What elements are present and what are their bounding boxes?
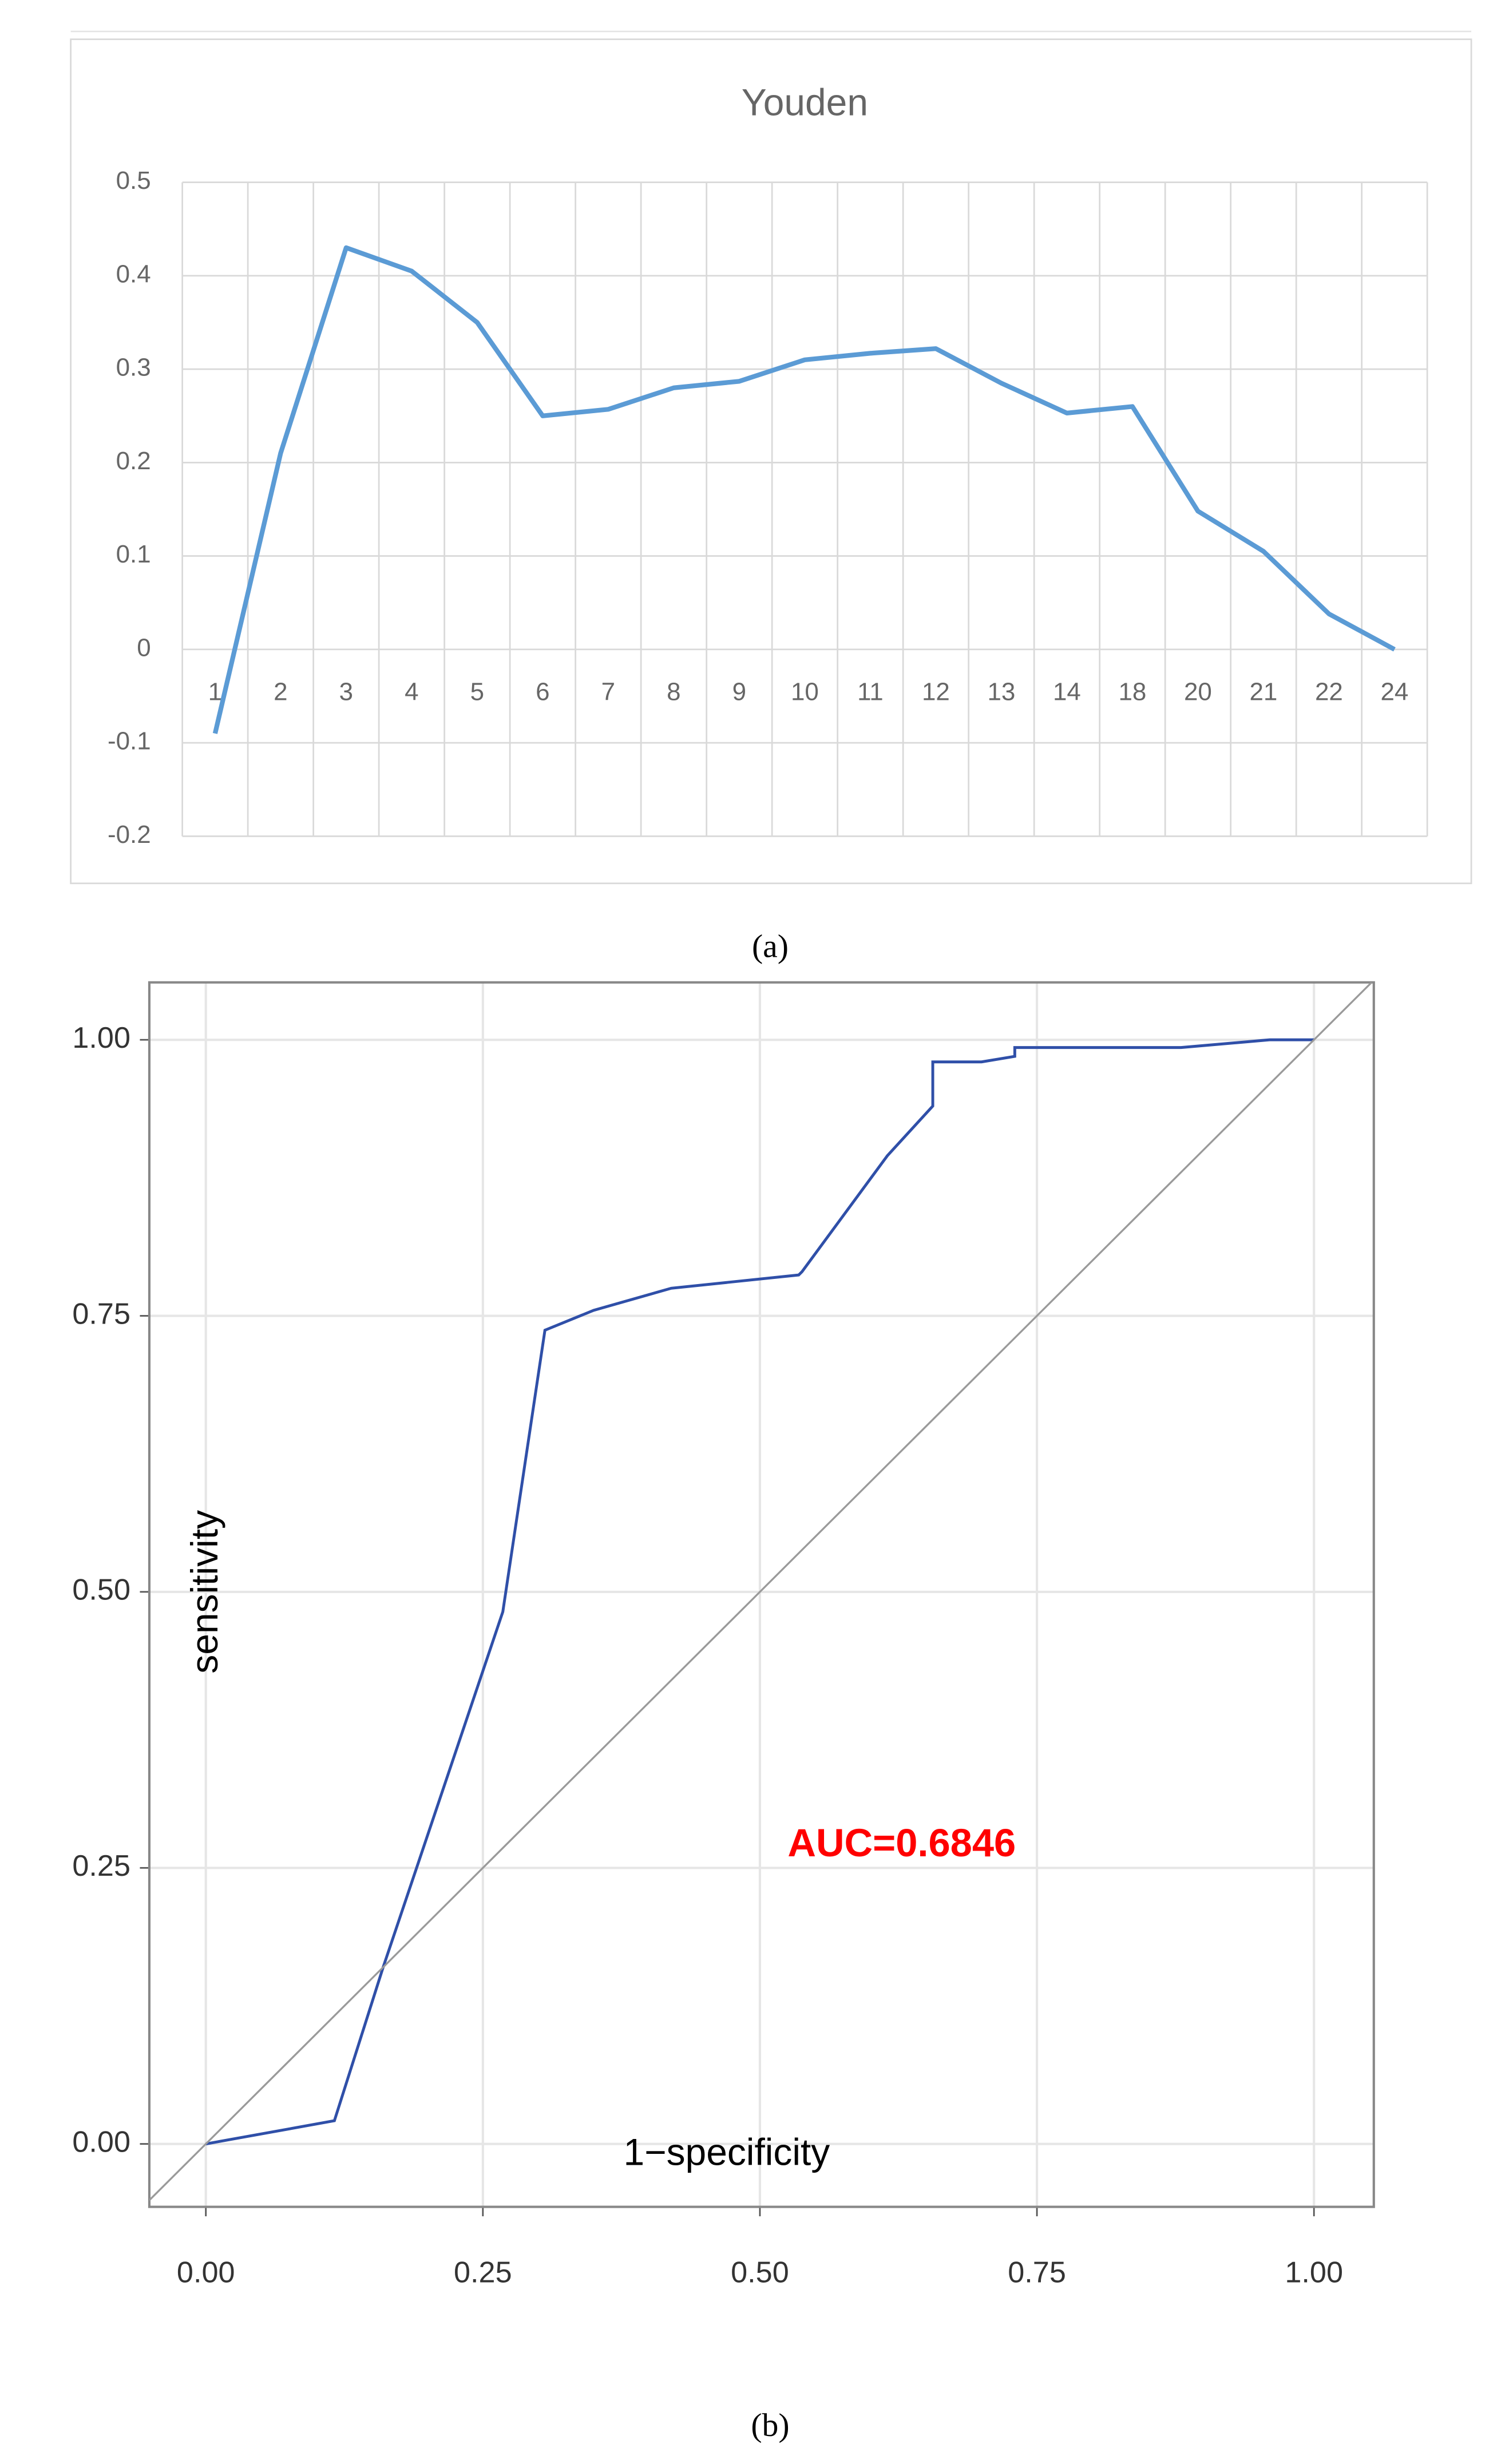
y-tick-label: 0.4	[116, 260, 151, 288]
x-tick-label: 12	[922, 678, 950, 706]
y-tick-label: 0.5	[116, 167, 151, 195]
y-tick-label: -0.2	[108, 821, 151, 849]
x-axis-label: 1−specificity	[623, 2130, 830, 2173]
panel-label: (a)	[752, 928, 789, 964]
y-tick-label: -0.1	[108, 727, 151, 755]
x-tick-label: 10	[791, 678, 819, 706]
chart-frame	[70, 38, 1472, 885]
y-tick-label: 0.75	[72, 1297, 130, 1330]
y-tick-label: 0.1	[116, 540, 151, 568]
y-tick-label: 0.3	[116, 354, 151, 382]
x-tick-label: 13	[987, 678, 1015, 706]
x-tick-label: 0.75	[1008, 2256, 1066, 2289]
x-tick-label: 18	[1118, 678, 1146, 706]
x-tick-label: 1	[208, 678, 222, 706]
x-tick-label: 6	[536, 678, 549, 706]
x-tick-label: 0.50	[731, 2256, 789, 2289]
x-tick-label: 14	[1053, 678, 1081, 706]
line-series	[149, 982, 1373, 2201]
x-tick-label: 9	[732, 678, 746, 706]
x-tick-label: 5	[470, 678, 484, 706]
y-tick-label: 0	[137, 633, 150, 661]
x-tick-label: 7	[601, 678, 615, 706]
x-tick-label: 24	[1380, 678, 1408, 706]
x-tick-label: 0.00	[177, 2256, 235, 2289]
chart-title: Youden	[742, 81, 868, 123]
x-tick-label: 1.00	[1285, 2256, 1343, 2289]
x-tick-label: 8	[667, 678, 680, 706]
plot-border	[148, 981, 1375, 2208]
y-axis-label: sensitivity	[183, 1510, 225, 1674]
line-series	[212, 245, 1396, 734]
x-tick-label: 22	[1315, 678, 1343, 706]
y-tick-label: 1.00	[72, 1021, 130, 1055]
x-tick-label: 3	[339, 678, 353, 706]
y-tick-label: 0.25	[72, 1849, 130, 1883]
x-tick-label: 4	[405, 678, 418, 706]
line-series	[205, 1038, 1314, 2146]
panel-label: (b)	[751, 2407, 789, 2443]
y-tick-label: 0.2	[116, 447, 151, 475]
x-tick-label: 21	[1249, 678, 1277, 706]
annotation: AUC=0.6846	[787, 1821, 1016, 1865]
x-tick-label: 0.25	[454, 2256, 512, 2289]
x-tick-label: 11	[857, 678, 884, 706]
x-tick-label: 2	[274, 678, 287, 706]
y-tick-label: 0.00	[72, 2125, 130, 2158]
x-tick-label: 20	[1184, 678, 1212, 706]
y-tick-label: 0.50	[72, 1574, 130, 1607]
